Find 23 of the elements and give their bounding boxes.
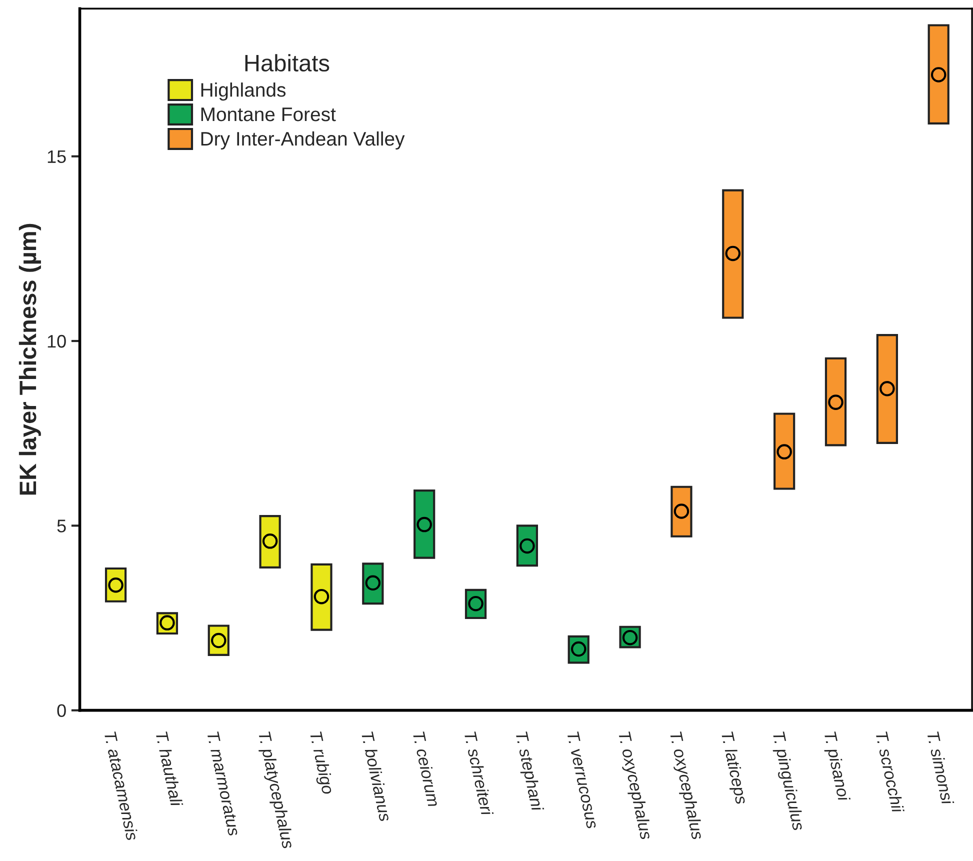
y-tick-label: 10 [48,334,66,348]
y-axis-title: EK layer Thickness (µm) [18,224,41,495]
legend-title: Habitats [245,54,330,72]
x-tick-label: T. simonsi [926,731,954,806]
x-tick-label: T. hauthali [156,731,184,808]
x-tick-label: T. verrucosus [566,731,599,830]
x-tick-label: T. ceiorum [412,731,440,808]
x-tick-label: T. marmoratus [206,731,240,836]
y-tick-label: 0 [57,704,66,718]
x-tick-label: T. oxycephalus [666,731,704,841]
legend-label: Highlands [201,82,286,101]
x-tick-label: T. scrocchii [876,731,904,814]
x-tick-label: T. stephani [512,731,544,813]
y-tick-label: 15 [48,150,66,164]
x-tick-label: T. bolivianus [361,731,392,822]
x-tick-label: T. oxycephalus [615,731,653,841]
x-tick-label: T. schreiteri [464,731,494,816]
x-tick-label: T. laticeps [718,731,748,806]
legend-label: Dry Inter-Andean Valley [201,131,405,150]
legend-label: Montane Forest [201,108,336,122]
y-tick-label: 5 [57,520,66,532]
x-tick-label: T. pisanoi [820,731,851,803]
x-tick-label: T. rubigo [306,731,335,796]
